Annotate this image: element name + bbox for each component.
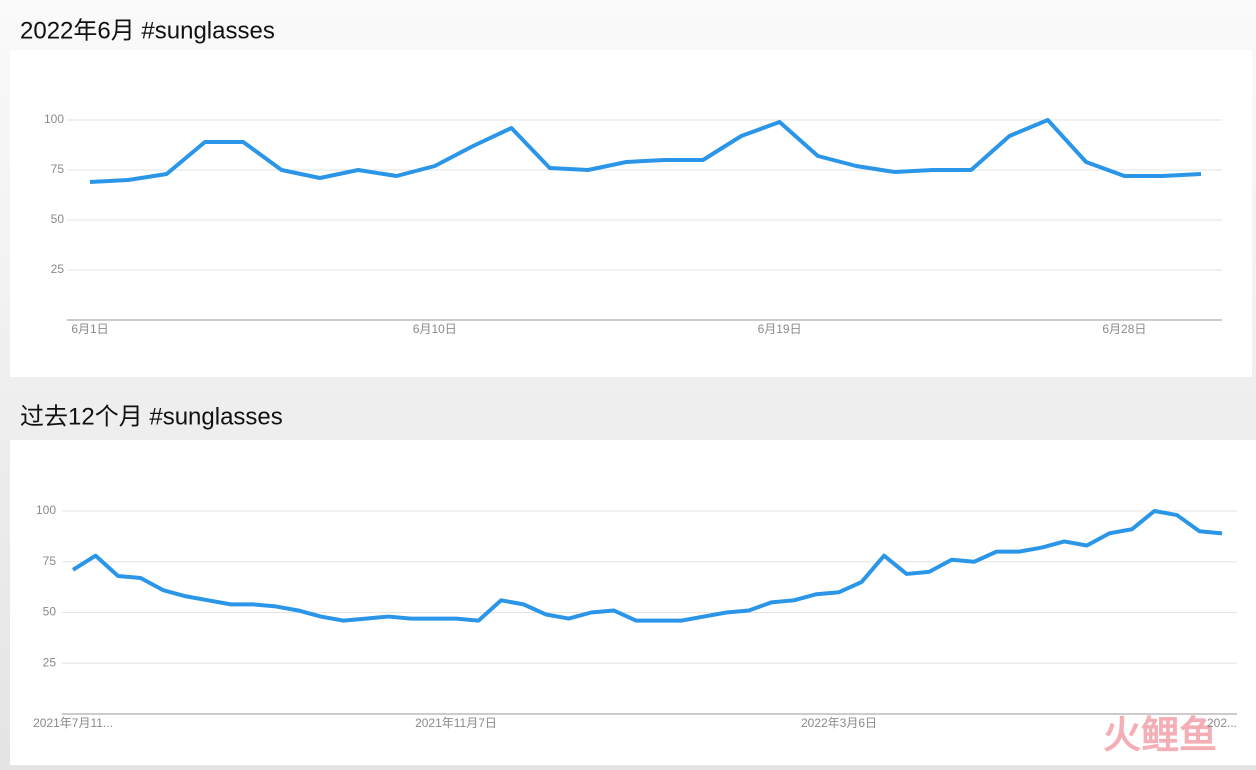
watermark: 火鲤鱼 <box>1103 715 1217 757</box>
x-tick-label: 6月1日 <box>71 322 108 336</box>
card <box>10 50 1252 377</box>
x-tick-label: 2022年3月6日 <box>801 716 877 730</box>
card <box>10 440 1256 765</box>
y-tick-label: 100 <box>44 112 64 126</box>
y-tick-label: 75 <box>43 554 57 568</box>
x-tick-label: 6月28日 <box>1102 322 1146 336</box>
chart-title: 过去12个月 #sunglasses <box>20 403 283 430</box>
y-tick-label: 50 <box>51 212 65 226</box>
y-tick-label: 100 <box>36 503 56 517</box>
x-tick-label: 6月19日 <box>758 322 802 336</box>
y-tick-label: 25 <box>51 262 65 276</box>
y-tick-label: 25 <box>43 655 57 669</box>
line <box>71 509 1223 623</box>
x-tick-label: 202... <box>1207 716 1237 730</box>
y-tick-label: 75 <box>51 162 65 176</box>
line <box>89 118 1202 184</box>
chart-title: 2022年6月 #sunglasses <box>20 17 275 44</box>
y-tick-label: 50 <box>43 605 57 619</box>
x-tick-label: 2021年7月11... <box>33 716 113 730</box>
x-tick-label: 2021年11月7日 <box>415 716 497 730</box>
x-tick-label: 6月10日 <box>413 322 457 336</box>
